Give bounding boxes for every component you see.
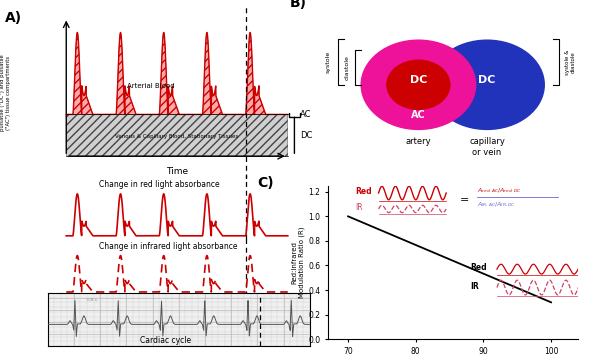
Text: Red: Red	[470, 263, 486, 272]
Text: systole &
diastole: systole & diastole	[564, 49, 575, 75]
Text: DC: DC	[300, 131, 312, 140]
Circle shape	[387, 60, 450, 109]
Text: DC: DC	[409, 75, 427, 85]
Y-axis label: Red:Infrared
Modulation Ratio (R): Red:Infrared Modulation Ratio (R)	[292, 227, 305, 298]
Text: Venous & Capillary Blood, Stationary Tissues: Venous & Capillary Blood, Stationary Tis…	[116, 134, 238, 139]
Text: =: =	[460, 195, 469, 205]
Text: artery: artery	[406, 137, 431, 146]
Text: Red: Red	[355, 187, 371, 196]
Text: diastole: diastole	[344, 55, 349, 80]
Text: B): B)	[290, 0, 307, 10]
Text: Time: Time	[166, 167, 188, 176]
Text: Cardiac cycle: Cardiac cycle	[140, 336, 191, 345]
Text: A): A)	[5, 11, 21, 25]
Text: AC: AC	[411, 110, 426, 120]
Text: $A_{red,AC}/A_{red,DC}$: $A_{red,AC}/A_{red,DC}$	[477, 186, 522, 195]
Text: Change in infrared light absorbance: Change in infrared light absorbance	[100, 242, 238, 251]
Text: Change in red light absorbance: Change in red light absorbance	[100, 180, 220, 189]
Circle shape	[361, 40, 476, 130]
Text: IR: IR	[470, 282, 479, 291]
Text: DC: DC	[479, 75, 496, 85]
Text: 0.8 s: 0.8 s	[87, 298, 97, 302]
Text: AC: AC	[300, 110, 312, 119]
Text: $A_{IR,AC}/A_{IR,DC}$: $A_{IR,AC}/A_{IR,DC}$	[477, 201, 516, 210]
Text: IR: IR	[355, 203, 362, 212]
Circle shape	[430, 40, 544, 130]
Text: C): C)	[257, 176, 274, 190]
Text: systole: systole	[326, 51, 331, 73]
Text: Relative volumes of the non-
pulsatile ("DC") and pulsatile
("AC") tissue compar: Relative volumes of the non- pulsatile (…	[0, 55, 11, 131]
Text: capillary
or vein: capillary or vein	[469, 137, 505, 157]
Text: Arterial Blood: Arterial Blood	[126, 82, 174, 89]
